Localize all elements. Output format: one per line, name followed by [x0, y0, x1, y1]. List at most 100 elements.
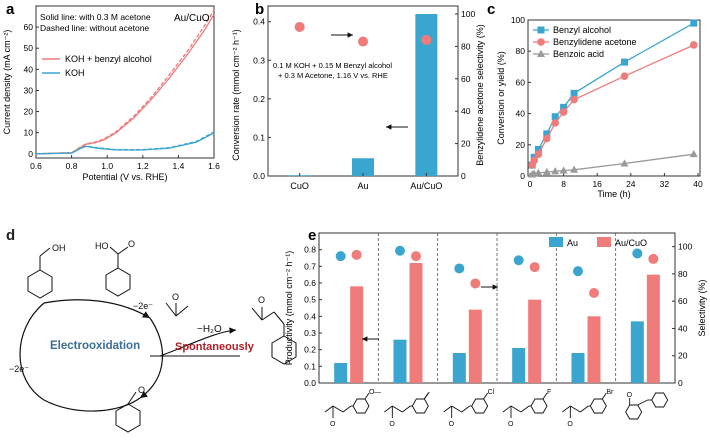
selectivity-dot-e-0-0	[335, 251, 346, 262]
y-tick-label-a: 50	[24, 43, 34, 53]
selectivity-dot-e-1-4	[589, 288, 599, 298]
annotation-catalyst: Au/CuO	[174, 13, 210, 24]
substituent-label: F	[547, 389, 551, 396]
chain-bond	[402, 405, 411, 413]
legend-label-aucuo: Au/CuO	[615, 238, 647, 248]
chain-bond	[562, 405, 571, 413]
y-axis-label-e: Productivity (mmol cm⁻² h⁻¹)	[284, 251, 294, 366]
condition-line-1: 0.1 M KOH + 0.15 M Benzyl alcohol	[273, 61, 392, 70]
x-tick-label-c: 24	[626, 179, 636, 189]
y-tick-label-b: 0.0	[253, 171, 265, 181]
bar-b-2	[415, 14, 438, 176]
y-tick-label-a: 30	[24, 85, 34, 95]
legend-marker-c-0	[537, 26, 545, 34]
substituent-bond	[542, 392, 548, 400]
selectivity-dot-e-1-1	[411, 251, 421, 262]
cycle-arc-left	[19, 302, 141, 412]
y-axis-b: 0.0 0.1 0.2 0.3 0.4	[253, 17, 271, 181]
annotation-solid: Solid line: with 0.3 M acetone	[40, 12, 151, 22]
y-tick-label-a: 0	[28, 149, 33, 159]
benzylidene-acetone-structure: O	[251, 295, 297, 365]
series-line-a-1	[35, 9, 215, 155]
substituent-bond	[364, 392, 370, 400]
x-category-b-1: Au	[357, 181, 368, 191]
cycle-arc-top	[43, 299, 151, 319]
y-axis-label-b: Conversion rate (mmol cm⁻² h⁻¹)	[231, 29, 241, 161]
plot-frame-a	[35, 5, 215, 159]
chain-bond	[461, 405, 470, 413]
panel-label-d: d	[6, 227, 15, 244]
point-c-1-7	[620, 72, 629, 80]
y-tick-label-e: 0.3	[304, 328, 316, 338]
legend-label-blue: KOH	[65, 68, 85, 78]
aryl-ring	[411, 398, 429, 414]
selectivity-dot-e-0-4	[573, 266, 583, 277]
ketone-o-label: O	[567, 421, 573, 428]
y2-tick-label-b: 20	[461, 139, 471, 149]
substituent-label: O	[369, 389, 375, 396]
x-tick-label-c: 40	[693, 179, 703, 189]
ketone-o-label: O	[330, 421, 336, 428]
bars-b	[288, 14, 438, 177]
legend-label-red: KOH + benzyl alcohol	[65, 54, 152, 64]
aldehyde-o-label: O	[138, 385, 145, 395]
panel-e: e 0.0 0.1 0.2 0.3 0.4 0.5 0.6 0.7 0.8 0 20 40 60 80 1…	[284, 227, 707, 428]
x-tick-label-c: 16	[592, 179, 602, 189]
x-tick-label-a: 1.0	[101, 161, 113, 171]
y-tick-label-e: 0.7	[304, 261, 316, 271]
selectivity-dot-e-1-2	[470, 278, 481, 289]
y2-tick-label-e: 60	[678, 296, 688, 306]
panel-label-c: c	[487, 1, 495, 18]
selectivity-dots-e	[335, 245, 659, 298]
point-c-0-6	[570, 89, 578, 97]
y2-tick-label-e: 40	[678, 323, 688, 333]
chain-bond	[324, 405, 334, 413]
y-axis-e: 0.0 0.1 0.2 0.3 0.4 0.5 0.6 0.7 0.8	[304, 245, 322, 388]
point-c-1-1	[530, 156, 538, 165]
y-tick-label-b: 0.3	[253, 55, 265, 65]
point-c-0-7	[621, 58, 628, 66]
point-c-0-3	[543, 130, 551, 138]
cycle-arc-right	[139, 317, 163, 399]
series-line-a-0	[35, 14, 215, 155]
selectivity-dot-b-1	[358, 36, 368, 47]
y-tick-label-c: 40	[516, 109, 526, 119]
panel-label-e: e	[308, 227, 316, 244]
selectivity-dot-b-2	[421, 34, 432, 45]
y-tick-label-c: 0	[520, 171, 525, 181]
y-tick-label-b: 0.2	[253, 94, 265, 104]
product-o-label: O	[258, 295, 265, 305]
legend-label-c-0: Benzyl alcohol	[553, 25, 611, 35]
bar-e-au-1	[393, 339, 407, 383]
benzyl-alcohol-structure: OH	[27, 243, 66, 299]
y-tick-label-e: 0.1	[304, 361, 316, 371]
annotation-dashed: Dashed line: without acetone	[40, 23, 149, 33]
bar-e-au-0	[334, 363, 348, 383]
legend-swatch-aucuo	[597, 237, 611, 247]
y-axis-label-c: Conversion or yield (%)	[496, 51, 506, 145]
benzoic-acid-structure: HO O	[95, 239, 135, 297]
chain-bond	[332, 405, 344, 413]
chain-bond	[637, 399, 648, 406]
acid-o-label: O	[128, 239, 135, 249]
y2-tick-label-b: 0	[461, 171, 466, 181]
bar-e-au-cuo-4	[587, 316, 601, 383]
ketone-o-label: O	[627, 392, 633, 399]
x-tick-label-a: 0.8	[66, 161, 78, 171]
oh-label: OH	[52, 243, 66, 253]
y2-tick-label-e: 20	[678, 351, 688, 361]
acetone-structure: O	[165, 292, 189, 317]
point-c-2-6	[570, 165, 579, 173]
y2-tick-label-b: 40	[461, 106, 471, 116]
bar-e-au-3	[512, 348, 526, 383]
series-line-c-1	[531, 44, 695, 166]
x-axis-label-c: Time (h)	[597, 189, 630, 199]
x-tick-label-c: 0	[528, 179, 533, 189]
series-group-a	[35, 9, 215, 155]
bar-e-au-2	[452, 353, 466, 383]
x-tick-label-c: 8	[561, 179, 566, 189]
point-c-2-2	[534, 168, 543, 176]
y-tick-label-a: 10	[24, 128, 34, 138]
y2-tick-label-e: 80	[678, 269, 688, 279]
